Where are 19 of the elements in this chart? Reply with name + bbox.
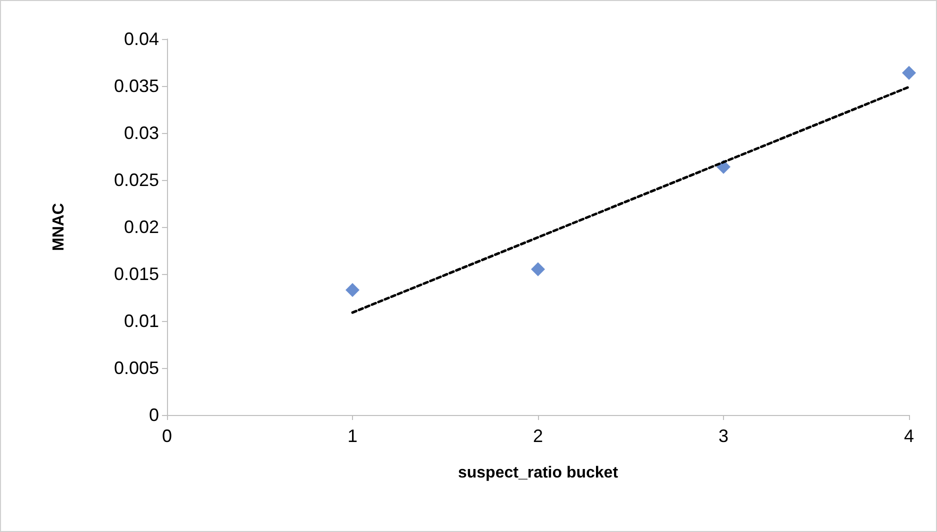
x-tick-label: 2 bbox=[532, 426, 544, 446]
y-axis-title: MNAC bbox=[50, 202, 68, 251]
x-tick-label: 4 bbox=[904, 426, 914, 446]
y-tick-label: 0.02 bbox=[124, 217, 159, 237]
x-tick-label: 0 bbox=[162, 426, 172, 446]
y-tick-label: 0.015 bbox=[114, 264, 159, 284]
x-tick-label: 1 bbox=[347, 426, 358, 446]
point bbox=[346, 282, 360, 297]
y-tick-label: 0 bbox=[148, 405, 159, 425]
y-tick-label: 0.03 bbox=[124, 123, 159, 143]
y-tick-label: 0.04 bbox=[124, 29, 159, 49]
point bbox=[902, 66, 916, 80]
y-tick-label: 0.01 bbox=[124, 311, 159, 331]
x-axis-title: suspect_ratio bucket bbox=[458, 464, 619, 482]
x-tick-label: 3 bbox=[718, 426, 729, 446]
y-tick-label: 0.035 bbox=[114, 76, 159, 96]
y-tick-label: 0.025 bbox=[114, 170, 159, 190]
point bbox=[531, 262, 545, 276]
y-tick-label: 0.005 bbox=[114, 358, 159, 378]
